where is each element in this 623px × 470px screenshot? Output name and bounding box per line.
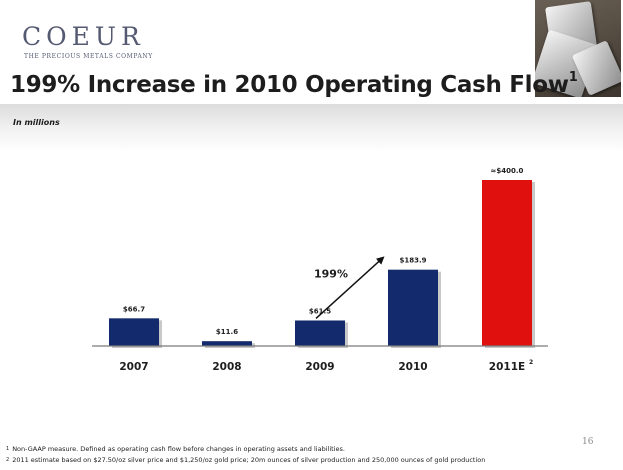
growth-annotation: 199%: [314, 267, 348, 280]
footnotes: 1 Non-GAAP measure. Defined as operating …: [6, 444, 485, 466]
company-logo: COEUR THE PRECIOUS METALS COMPANY: [22, 22, 153, 61]
footnote-2: 2 2011 estimate based on $27.50/oz silver…: [6, 455, 485, 466]
footnote-marker: 2: [6, 457, 10, 463]
bar-2010: [388, 269, 438, 346]
category-label: 2011E: [489, 361, 525, 373]
bar-value-label: ≈$400.0: [491, 167, 524, 175]
bar-value-label: $183.9: [399, 257, 426, 265]
growth-arrow: [315, 256, 385, 320]
slide-title-text: 199% Increase in 2010 Operating Cash Flo…: [10, 72, 569, 98]
cash-flow-bar-chart: $66.7 $11.6 $61.5 $183.9 ≈$400.0 2007 2008 2009…: [92, 167, 548, 373]
page-number: 16: [582, 437, 594, 447]
title-footnote-marker: 1: [568, 70, 578, 85]
footnote-text: Non-GAAP measure. Defined as operating c…: [12, 445, 345, 453]
bar-2007: [109, 318, 159, 346]
footnote-1: 1 Non-GAAP measure. Defined as operating …: [6, 444, 485, 455]
bar-value-label: $61.5: [309, 307, 331, 315]
footnote-marker: 1: [6, 446, 10, 452]
logo-wordmark: COEUR: [22, 22, 145, 51]
slide-title: 199% Increase in 2010 Operating Cash Flo…: [10, 70, 578, 98]
bar-2009: [295, 320, 345, 346]
category-label: 2010: [398, 361, 427, 373]
category-label: 2007: [119, 361, 148, 373]
footnote-text: 2011 estimate based on $27.50/oz silver …: [12, 456, 486, 464]
logo-tagline: THE PRECIOUS METALS COMPANY: [24, 53, 153, 60]
bar-2011e: [482, 180, 532, 346]
bar-value-label: $66.7: [123, 305, 145, 313]
bar-2008: [202, 341, 252, 346]
silver-bars-photo: [535, 0, 621, 97]
chart-units-label: In millions: [13, 118, 60, 127]
bar-value-label: $11.6: [216, 328, 238, 336]
category-label: 2008: [212, 361, 241, 373]
category-footnote-marker: 2: [529, 359, 533, 366]
header-band: [0, 104, 623, 152]
category-label: 2009: [305, 361, 334, 373]
